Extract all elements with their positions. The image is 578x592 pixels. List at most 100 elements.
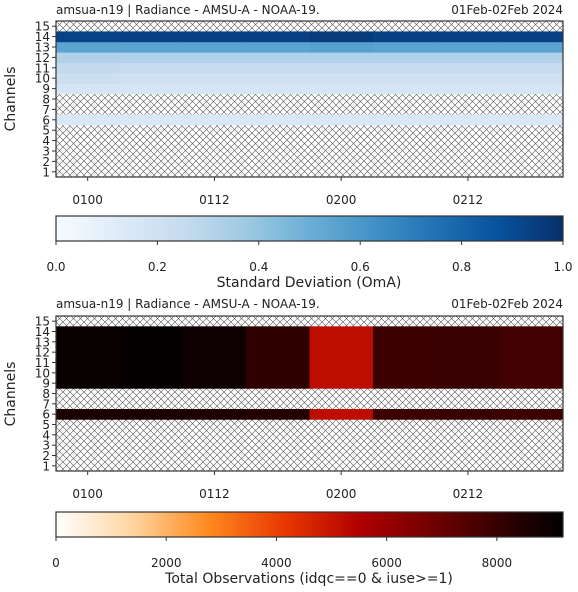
heatmap-cell: [56, 62, 120, 74]
heatmap-cell: [372, 409, 437, 420]
heatmap-cell: [56, 73, 120, 84]
heatmap-cell: [499, 357, 564, 369]
panel-2-x-ticks: 0100 0112 0200 0212: [72, 471, 483, 501]
heatmap-cell: [119, 52, 184, 63]
colorbar-tick-label: 2000: [151, 556, 182, 570]
y-tick-label: 10: [35, 366, 50, 380]
y-tick-label: 3: [42, 145, 50, 159]
heatmap-cell: [182, 378, 247, 389]
heatmap-cell: [309, 409, 374, 420]
x-tick-label: 0100: [72, 487, 103, 501]
heatmap-cell: [499, 409, 564, 420]
heatmap-cell: [246, 62, 310, 74]
heatmap-cell: [119, 378, 184, 389]
heatmap-cell: [499, 326, 564, 338]
heatmap-cell: [119, 41, 184, 53]
heatmap-cell: [246, 114, 310, 126]
panel-1-ylabel: Channels: [3, 67, 19, 132]
heatmap-cell: [436, 326, 501, 338]
y-tick-label: 13: [35, 41, 50, 55]
panel-2: amsua-n19 | Radiance - AMSU-A - NOAA-19.…: [3, 297, 564, 501]
heatmap-cell: [182, 367, 247, 379]
heatmap-cell: [436, 114, 501, 126]
heatmap-cell: [182, 83, 247, 95]
heatmap-cell: [56, 41, 120, 53]
heatmap-cell: [182, 357, 247, 369]
heatmap-cell: [246, 41, 310, 53]
heatmap-cell: [182, 336, 247, 348]
x-tick-label: 0112: [199, 487, 230, 501]
heatmap-cell: [246, 357, 310, 369]
colorbar-2-label: Total Observations (idqc==0 & iuse>=1): [164, 571, 453, 587]
heatmap-cell: [499, 114, 564, 126]
heatmap-cell: [436, 83, 501, 95]
heatmap-cell: [119, 367, 184, 379]
missing-channel-2: [56, 450, 563, 461]
missing-channel-1: [56, 166, 563, 178]
heatmap-cell: [372, 52, 437, 63]
missing-channel-4: [56, 135, 563, 147]
heatmap-cell: [436, 41, 501, 53]
heatmap-cell: [499, 367, 564, 379]
y-tick-label: 15: [35, 20, 50, 34]
colorbar-2-bar: [55, 511, 564, 538]
y-tick-label: 10: [35, 72, 50, 86]
heatmap-cell: [56, 378, 120, 389]
heatmap-cell: [436, 336, 501, 348]
heatmap-cell: [119, 357, 184, 369]
heatmap-cell: [246, 52, 310, 63]
y-tick-label: 4: [42, 428, 50, 442]
heatmap-cell: [56, 114, 120, 126]
heatmap-cell: [436, 73, 501, 84]
missing-channel-15: [56, 316, 563, 327]
heatmap-cell: [309, 378, 374, 389]
y-tick-label: 1: [42, 165, 50, 179]
heatmap-cell: [246, 73, 310, 84]
y-tick-label: 13: [35, 335, 50, 349]
heatmap-cell: [372, 73, 437, 84]
colorbar-1: 0.0 0.2 0.4 0.6 0.8 1.0 Standard Deviation (O…: [46, 215, 573, 291]
heatmap-cell: [372, 347, 437, 358]
heatmap-cell: [309, 367, 374, 379]
heatmap-cell: [499, 31, 564, 43]
missing-channel-1: [56, 460, 563, 472]
heatmap-cell: [309, 31, 374, 43]
heatmap-cell: [436, 357, 501, 369]
heatmap-cell: [182, 326, 247, 338]
missing-channel-8: [56, 93, 563, 105]
heatmap-cell: [182, 409, 247, 420]
colorbar-tick-label: 1.0: [553, 260, 572, 274]
y-tick-label: 15: [35, 315, 50, 329]
heatmap-cell: [436, 378, 501, 389]
missing-channel-5: [56, 419, 563, 430]
heatmap-cell: [436, 62, 501, 74]
heatmap-cell: [309, 83, 374, 95]
heatmap-cell: [182, 62, 247, 74]
heatmap-cell: [56, 347, 120, 358]
heatmap-cell: [309, 347, 374, 358]
heatmap-cell: [372, 31, 437, 43]
heatmap-cell: [246, 326, 310, 338]
y-tick-label: 6: [42, 408, 50, 422]
heatmap-cell: [309, 336, 374, 348]
heatmap-cell: [182, 52, 247, 63]
y-tick-label: 5: [42, 418, 50, 432]
heatmap-cell: [499, 347, 564, 358]
colorbar-tick-label: 0.8: [452, 260, 471, 274]
heatmap-cell: [372, 336, 437, 348]
missing-channel-3: [56, 145, 563, 157]
heatmap-cell: [182, 31, 247, 43]
colorbar-tick-label: 0.2: [148, 260, 167, 274]
y-tick-label: 4: [42, 134, 50, 148]
y-tick-label: 11: [35, 61, 50, 75]
heatmap-cell: [119, 83, 184, 95]
heatmap-cell: [182, 41, 247, 53]
heatmap-cell: [309, 357, 374, 369]
heatmap-cell: [119, 114, 184, 126]
panel-2-title-left: amsua-n19 | Radiance - AMSU-A - NOAA-19.: [56, 297, 320, 311]
panel-2-ylabel: Channels: [3, 362, 19, 427]
y-tick-label: 6: [42, 113, 50, 127]
panel-2-cells: [56, 316, 564, 472]
missing-channel-4: [56, 429, 563, 441]
